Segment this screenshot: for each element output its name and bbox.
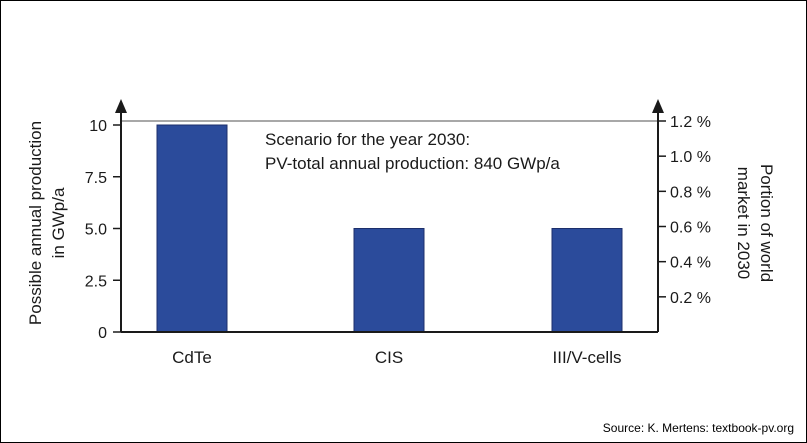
right-y-axis-label: market in 2030	[734, 167, 753, 279]
right-tick-label: 0.8 %	[670, 184, 711, 201]
left-tick-label: 7.5	[85, 170, 107, 187]
category-label: CIS	[375, 348, 403, 367]
left-y-axis-label: in GWp/a	[49, 187, 68, 258]
right-tick-label: 0.2 %	[670, 290, 711, 307]
right-tick-label: 0.4 %	[670, 255, 711, 272]
category-label: III/V-cells	[553, 348, 622, 367]
source-credit: Source: K. Mertens: textbook-pv.org	[602, 421, 794, 435]
scenario-annotation: PV-total annual production: 840 GWp/a	[265, 154, 560, 173]
bar-cis	[353, 228, 425, 333]
category-label: CdTe	[172, 348, 212, 367]
scenario-annotation: Scenario for the year 2030:	[265, 130, 470, 149]
left-tick-label: 5.0	[85, 222, 107, 239]
right-tick-label: 1.0 %	[670, 149, 711, 166]
right-tick-label: 1.2 %	[670, 114, 711, 131]
bar-cdte	[156, 124, 228, 333]
right-y-axis-label: Portion of world	[757, 164, 776, 282]
right-tick-label: 0.6 %	[670, 220, 711, 237]
left-tick-label: 10	[89, 118, 107, 135]
left-tick-label: 2.5	[85, 273, 107, 290]
right-axis-arrow	[652, 99, 664, 113]
left-tick-label: 0	[98, 325, 107, 342]
left-y-axis-label: Possible annual production	[26, 121, 45, 325]
bar-iii-v-cells	[551, 228, 623, 333]
left-axis-arrow	[115, 99, 127, 113]
